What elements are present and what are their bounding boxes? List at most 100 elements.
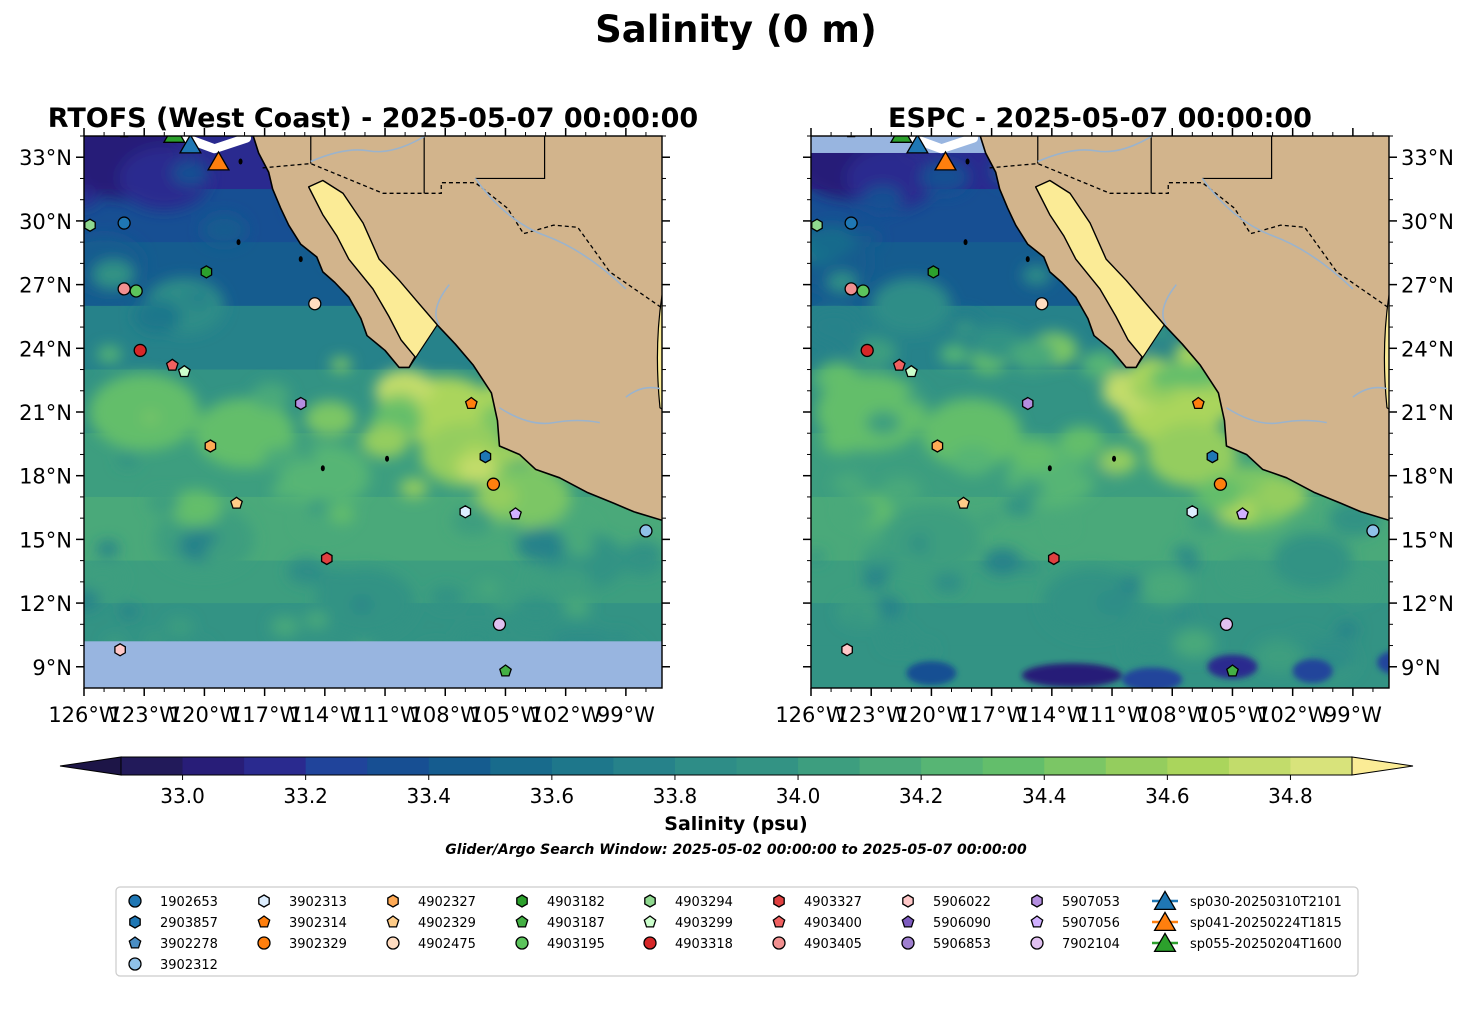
salinity-eddy (119, 604, 139, 619)
legend-marker (643, 915, 657, 928)
axis-ticks: 126°W123°W120°W117°W114°W111°W108°W105°W… (775, 128, 1454, 727)
legend-label: 4903327 (804, 895, 862, 910)
salinity-eddy (920, 160, 970, 195)
float-marker (1206, 449, 1219, 464)
figure-title: Salinity (0 m) (595, 8, 877, 51)
salinity-eddy (563, 598, 591, 618)
gulf-of-california (307, 179, 438, 368)
salinity-eddy (811, 308, 860, 345)
colorbar-label: Salinity (psu) (664, 813, 807, 835)
colorbar-tick-label: 33.2 (283, 784, 328, 808)
colorbar-tick-label: 33.8 (653, 784, 698, 808)
legend-label: 3902329 (289, 937, 347, 952)
legend-marker (901, 915, 915, 928)
salinity-eddy (871, 277, 952, 334)
legend-marker (901, 936, 915, 950)
float-legend: 1902653 2903857 3902278 3902312 3902313 39023… (115, 886, 1359, 977)
country-border (989, 162, 1389, 309)
float-marker (492, 617, 507, 631)
legend-label: 1902653 (160, 895, 218, 910)
legend-label: 4903400 (804, 916, 862, 931)
legend-label: sp055-20250204T1600 (1190, 937, 1342, 952)
map-area (84, 136, 662, 688)
salinity-eddy (329, 505, 355, 524)
legend-label: 4903318 (675, 937, 733, 952)
salinity-eddy (399, 478, 428, 498)
salinity-eddy (84, 563, 125, 594)
float-marker (499, 664, 512, 677)
salinity-eddy (839, 497, 878, 525)
salinity-eddy (480, 465, 571, 529)
lat-tick-label: 21°N (19, 401, 72, 425)
colorbar-swatch (182, 757, 245, 775)
lon-tick-label: 114°W (289, 703, 361, 727)
salinity-eddy (308, 500, 325, 513)
float-marker (1366, 524, 1380, 538)
salinity-eddy (815, 362, 860, 393)
country-border (262, 162, 662, 309)
salinity-eddy (1003, 495, 1034, 517)
lat-tick-label: 24°N (19, 337, 72, 361)
salinity-eddy (1254, 639, 1304, 674)
espc-map-panel: 126°W123°W120°W117°W114°W111°W108°W105°W… (775, 128, 1454, 727)
axis-ticks: 126°W123°W120°W117°W114°W111°W108°W105°W… (19, 128, 670, 727)
salinity-eddy (84, 589, 100, 611)
lat-tick-label: 9°N (1401, 656, 1441, 680)
legend-label: 4903299 (675, 916, 733, 931)
low-salinity-patch (1292, 659, 1333, 684)
legend-marker (515, 915, 529, 928)
legend-label: 5906090 (933, 916, 991, 931)
salinity-eddy (1059, 426, 1104, 457)
island (1112, 455, 1117, 462)
salinity-eddy (304, 400, 356, 437)
lon-tick-label: 123°W (109, 703, 181, 727)
lat-tick-label: 33°N (19, 146, 72, 170)
salinity-eddy (921, 398, 1022, 469)
legend-marker (1153, 911, 1177, 932)
salinity-eddy (96, 540, 120, 557)
float-marker (856, 284, 870, 298)
salinity-eddy (1141, 569, 1191, 605)
salinity-eddy (271, 483, 295, 500)
legend-marker (773, 894, 785, 908)
salinity-eddy (1022, 561, 1039, 573)
legend-marker (902, 894, 914, 908)
float-marker (931, 439, 944, 453)
float-marker (1035, 297, 1049, 311)
float-marker (308, 297, 322, 311)
salinity-eddy (297, 512, 327, 533)
colorbar: 33.0 33.2 33.4 33.6 33.8 34.0 34.2 34.4 34.6 34.8 (59, 756, 1414, 808)
float-marker (1186, 505, 1199, 519)
colorbar-swatch (736, 757, 799, 775)
colorbar-swatch (305, 757, 368, 775)
salinity-eddy (832, 472, 866, 496)
salinity-eddy (89, 373, 200, 451)
salinity-eddy (940, 344, 969, 365)
state-border (310, 136, 546, 194)
colorbar-tick-label: 33.4 (406, 784, 451, 808)
island (236, 239, 241, 246)
colorbar-swatch (798, 757, 861, 775)
salinity-eddy (423, 391, 458, 416)
salinity-eddy (1189, 511, 1221, 534)
colorbar-frame (120, 756, 1353, 776)
float-marker (1021, 396, 1034, 411)
glider-marker (933, 150, 958, 171)
float-marker (811, 218, 823, 232)
colorbar-swatch (1290, 757, 1353, 775)
colorbar-swatch (1167, 757, 1230, 775)
salinity-eddy (1255, 477, 1308, 514)
salinity-eddy (543, 489, 566, 505)
legend-marker (128, 936, 142, 949)
float-marker (1226, 664, 1239, 677)
legend-marker (258, 894, 270, 908)
nodata-region (84, 641, 662, 688)
salinity-eddy (171, 160, 208, 186)
island (238, 158, 243, 165)
river (1037, 136, 1388, 425)
legend-label: 4903182 (547, 895, 605, 910)
salinity-eddy (1125, 632, 1174, 667)
salinity-eddy (862, 570, 888, 588)
salinity-eddy (611, 631, 630, 645)
legend-label: sp041-20250224T1815 (1190, 916, 1342, 931)
